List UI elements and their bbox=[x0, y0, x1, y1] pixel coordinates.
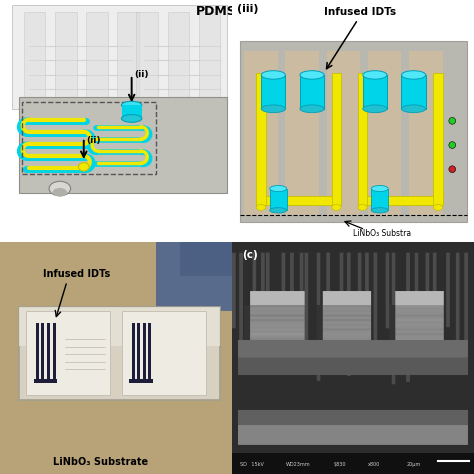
Bar bbox=[433, 73, 443, 206]
Bar bbox=[19, 307, 220, 400]
Ellipse shape bbox=[300, 71, 324, 79]
Bar bbox=[55, 12, 77, 104]
Ellipse shape bbox=[371, 208, 388, 213]
Text: LiNbO₃ Substrate: LiNbO₃ Substrate bbox=[53, 457, 148, 467]
Bar bbox=[143, 323, 146, 381]
Text: 20μm: 20μm bbox=[406, 462, 420, 467]
Bar bbox=[132, 323, 135, 381]
Bar bbox=[122, 311, 206, 395]
Bar bbox=[327, 51, 360, 215]
Bar bbox=[368, 51, 401, 215]
Polygon shape bbox=[19, 97, 228, 193]
Polygon shape bbox=[12, 5, 228, 109]
Bar bbox=[148, 323, 151, 381]
Bar bbox=[270, 189, 287, 210]
Ellipse shape bbox=[261, 71, 285, 79]
Ellipse shape bbox=[449, 142, 456, 148]
Text: WD23mm: WD23mm bbox=[285, 462, 310, 467]
Bar bbox=[199, 12, 220, 104]
Ellipse shape bbox=[371, 185, 388, 191]
Ellipse shape bbox=[300, 105, 324, 113]
Bar bbox=[300, 75, 324, 109]
Bar bbox=[261, 75, 285, 109]
Ellipse shape bbox=[363, 105, 387, 113]
Text: Infused IDTs: Infused IDTs bbox=[324, 7, 396, 17]
Ellipse shape bbox=[332, 204, 341, 210]
Bar bbox=[137, 12, 158, 104]
Text: LiNbO₃ Substra: LiNbO₃ Substra bbox=[353, 228, 411, 237]
Bar bbox=[232, 453, 474, 474]
Ellipse shape bbox=[433, 204, 443, 210]
Bar bbox=[371, 189, 388, 210]
Text: (ii): (ii) bbox=[87, 136, 101, 145]
Text: Infused IDTs: Infused IDTs bbox=[43, 269, 110, 279]
Ellipse shape bbox=[261, 105, 285, 113]
Bar bbox=[24, 12, 46, 104]
Ellipse shape bbox=[53, 188, 67, 196]
Bar bbox=[36, 323, 39, 381]
Bar bbox=[401, 75, 426, 109]
Bar bbox=[53, 323, 55, 381]
Ellipse shape bbox=[121, 101, 142, 109]
Ellipse shape bbox=[270, 208, 287, 213]
Text: $830: $830 bbox=[334, 462, 346, 467]
Ellipse shape bbox=[78, 163, 89, 171]
Bar bbox=[285, 51, 319, 215]
Ellipse shape bbox=[401, 105, 426, 113]
Ellipse shape bbox=[270, 185, 287, 191]
Ellipse shape bbox=[121, 115, 142, 122]
Bar bbox=[47, 323, 50, 381]
Ellipse shape bbox=[449, 118, 456, 124]
Bar bbox=[363, 75, 387, 109]
Text: x800: x800 bbox=[368, 462, 380, 467]
Bar bbox=[137, 323, 140, 381]
Bar bbox=[239, 41, 467, 222]
Text: (c): (c) bbox=[242, 250, 258, 260]
Bar bbox=[34, 379, 57, 383]
Bar bbox=[122, 105, 142, 118]
Bar bbox=[129, 379, 153, 383]
Ellipse shape bbox=[358, 204, 367, 210]
Text: SD   15kV: SD 15kV bbox=[239, 462, 264, 467]
Ellipse shape bbox=[256, 204, 265, 210]
Text: (ii): (ii) bbox=[135, 70, 149, 79]
Bar bbox=[256, 73, 265, 206]
Bar bbox=[256, 196, 341, 206]
Bar bbox=[409, 51, 443, 215]
Ellipse shape bbox=[449, 166, 456, 173]
Ellipse shape bbox=[49, 181, 71, 196]
Bar bbox=[42, 323, 45, 381]
Bar bbox=[19, 307, 220, 346]
Ellipse shape bbox=[401, 71, 426, 79]
Text: PDMS: PDMS bbox=[196, 5, 237, 18]
Bar bbox=[86, 12, 108, 104]
Bar bbox=[332, 73, 341, 206]
Text: (iii): (iii) bbox=[237, 4, 259, 14]
Bar bbox=[117, 12, 139, 104]
Bar bbox=[245, 51, 278, 215]
Bar bbox=[168, 12, 189, 104]
Bar bbox=[358, 73, 367, 206]
Ellipse shape bbox=[363, 71, 387, 79]
Bar bbox=[27, 311, 110, 395]
Bar bbox=[358, 196, 443, 206]
